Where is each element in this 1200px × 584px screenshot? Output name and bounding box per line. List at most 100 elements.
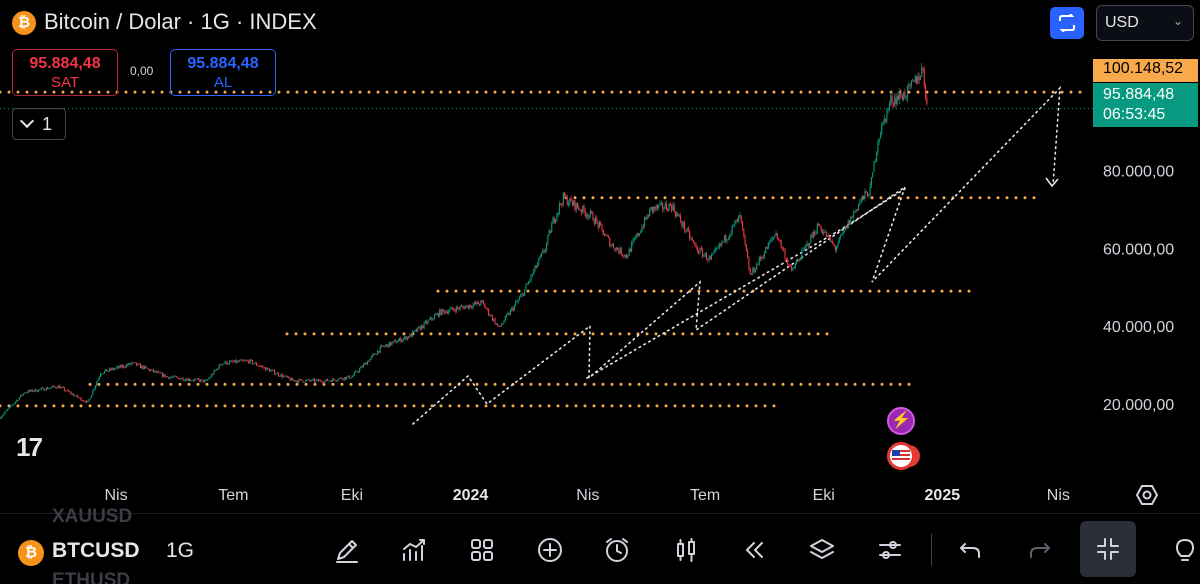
candle-body: [750, 273, 753, 275]
assistant-button[interactable]: [1165, 533, 1200, 567]
candle-body: [341, 377, 343, 379]
layers-button[interactable]: [802, 533, 842, 567]
candle-body: [643, 217, 646, 228]
candle: [353, 371, 356, 377]
drawing-tool-button[interactable]: [327, 533, 367, 567]
candle-body: [400, 338, 402, 342]
candle-body: [774, 235, 776, 238]
alert-button[interactable]: [597, 533, 637, 567]
candle-body: [787, 259, 789, 265]
candle: [735, 219, 737, 225]
candle: [41, 386, 44, 389]
candle-body: [308, 379, 310, 381]
candle-body: [918, 76, 920, 81]
sell-button[interactable]: 95.884,48 SAT: [12, 49, 118, 96]
candle: [686, 227, 688, 233]
candle: [677, 212, 679, 217]
x-tick-label: Nis: [1047, 487, 1070, 504]
undo-button[interactable]: [950, 533, 990, 567]
candle-body: [794, 264, 796, 268]
candle-body: [873, 161, 875, 173]
candle-body: [216, 368, 218, 371]
candle-body: [187, 378, 189, 381]
candle-body: [798, 259, 800, 261]
candle: [450, 305, 452, 309]
candle: [58, 384, 60, 389]
candle: [230, 359, 232, 362]
candle-body: [319, 380, 321, 382]
candle-body: [110, 368, 112, 371]
candle: [515, 300, 517, 307]
candle: [534, 265, 536, 273]
candle: [481, 299, 483, 303]
indicators-button[interactable]: [394, 533, 434, 567]
candle-body: [402, 338, 405, 341]
candle: [176, 375, 178, 378]
candle-body: [430, 317, 432, 320]
candle: [150, 368, 152, 372]
currency-select[interactable]: USD ⌄: [1096, 5, 1194, 41]
compare-button[interactable]: [1050, 7, 1084, 39]
candle-body: [669, 203, 671, 206]
symbol-title[interactable]: Bitcoin / Dolar · 1G · INDEX: [44, 9, 317, 34]
symbol-selector[interactable]: BTCUSD: [52, 539, 140, 562]
buy-button[interactable]: 95.884,48 AL: [170, 49, 276, 96]
candle-body: [321, 381, 323, 383]
templates-button[interactable]: [462, 533, 502, 567]
candle-body: [745, 244, 747, 252]
candle-body: [611, 244, 613, 246]
candle: [151, 369, 153, 371]
chart-settings-button[interactable]: [870, 533, 910, 567]
candle-body: [797, 259, 799, 261]
redo-button[interactable]: [1020, 533, 1060, 567]
candle: [356, 370, 358, 373]
candle-body: [507, 313, 509, 315]
candle-body: [7, 409, 9, 411]
add-button[interactable]: [530, 533, 570, 567]
candle-body: [43, 387, 45, 391]
candle: [4, 411, 6, 414]
candle: [347, 375, 349, 378]
candle: [35, 388, 37, 392]
candle-body: [534, 265, 536, 271]
candle: [828, 232, 830, 239]
candle: [105, 369, 107, 372]
candle: [310, 379, 312, 383]
candle-body: [355, 371, 357, 373]
interval-selector[interactable]: 1G: [166, 539, 195, 562]
candle: [428, 318, 430, 321]
candle-body: [120, 365, 122, 368]
chevron-down-icon: ⌄: [1172, 14, 1183, 28]
replay-button[interactable]: [734, 533, 774, 567]
candle: [404, 334, 406, 340]
candle: [152, 368, 154, 373]
candle-body: [842, 230, 844, 235]
candle-body: [222, 363, 224, 365]
settings-icon[interactable]: [1136, 484, 1158, 506]
candle: [40, 387, 42, 391]
candle: [38, 389, 40, 392]
candle-body: [748, 258, 750, 270]
candle-body: [409, 334, 411, 338]
candle: [365, 362, 367, 365]
candle-body: [298, 379, 300, 383]
indicators-toggle[interactable]: 1: [12, 108, 66, 140]
fullscreen-exit-button[interactable]: [1080, 521, 1136, 577]
candle-body: [597, 221, 599, 228]
candle: [433, 313, 435, 320]
candle: [320, 379, 322, 383]
x-tick-label: Eki: [341, 487, 363, 504]
candle-body: [567, 203, 570, 205]
candle-body: [47, 387, 49, 390]
candle: [418, 325, 420, 329]
chart-type-button[interactable]: [666, 533, 706, 567]
candle: [676, 210, 678, 218]
high-price-tag: 100.148,52: [1093, 59, 1198, 82]
us-flag-event-icon[interactable]: [887, 442, 915, 470]
candle-body: [874, 161, 876, 162]
candle-body: [63, 387, 66, 391]
candle: [925, 82, 927, 101]
lightning-event-icon[interactable]: ⚡: [887, 407, 915, 435]
candle: [87, 400, 89, 403]
